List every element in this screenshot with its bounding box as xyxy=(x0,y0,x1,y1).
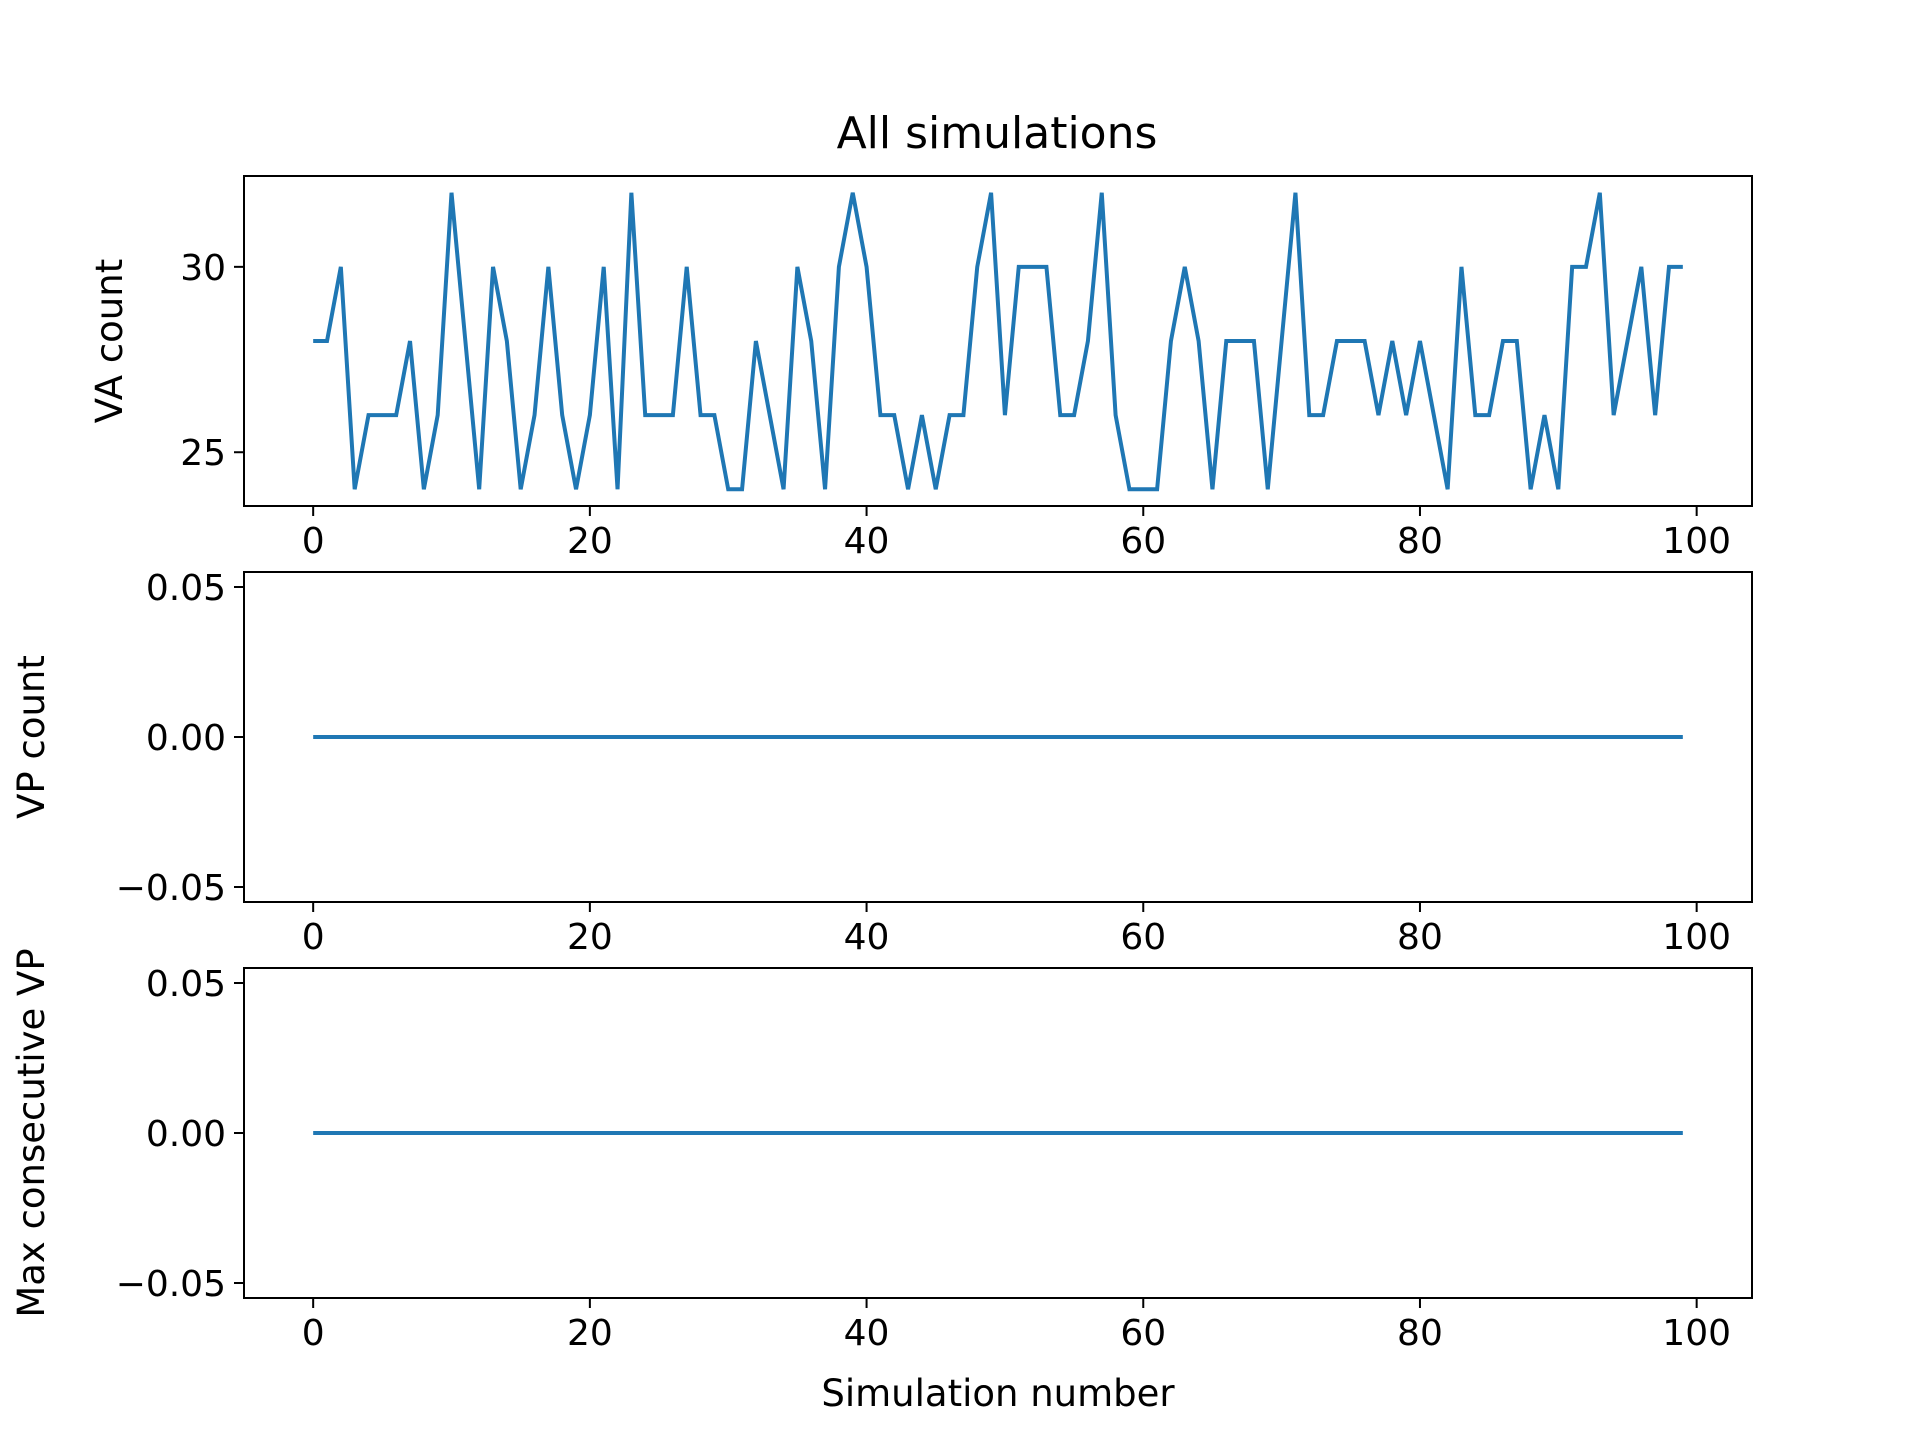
x-tick-label-3-4: 80 xyxy=(1397,1313,1443,1354)
subplot-3: 0 20 40 60 80 100 0.05 0.00 −0.05 Max consecutive… xyxy=(10,948,1753,1415)
subplot-1: 0 20 40 60 80 100 25 30 VA count xyxy=(88,175,1753,562)
x-tick-label-3-5: 100 xyxy=(1662,1313,1731,1354)
subplot-2: 0 20 40 60 80 100 0.05 0.00 −0.05 VP count xyxy=(10,568,1753,958)
subplots: 0 20 40 60 80 100 25 30 VA count 0 20 40 60 80 100 0.05… xyxy=(10,175,1753,1415)
y-axis-label-1: VA count xyxy=(88,259,131,423)
x-tick-label-1-0: 0 xyxy=(302,521,325,562)
x-tick-label-3-3: 60 xyxy=(1120,1313,1166,1354)
x-tick-label-3-0: 0 xyxy=(302,1313,325,1354)
x-tick-label-1-5: 100 xyxy=(1662,521,1731,562)
x-tick-label-1-1: 20 xyxy=(567,521,613,562)
x-tick-label-2-1: 20 xyxy=(567,917,613,958)
y-tick-label-3-1: 0.00 xyxy=(146,1114,226,1155)
y-axis-label-3: Max consecutive VP xyxy=(10,948,53,1317)
y-tick-label-2-0: 0.05 xyxy=(146,568,226,609)
x-tick-label-2-4: 80 xyxy=(1397,917,1443,958)
x-tick-label-2-5: 100 xyxy=(1662,917,1731,958)
y-tick-label-2-2: −0.05 xyxy=(116,868,226,909)
y-tick-label-3-2: −0.05 xyxy=(116,1264,226,1305)
x-tick-label-2-2: 40 xyxy=(844,917,890,958)
axes-frame-1 xyxy=(243,175,1753,507)
y-tick-label-3-0: 0.05 xyxy=(146,964,226,1005)
y-tick-label-2-1: 0.00 xyxy=(146,718,226,759)
series-line-1-1 xyxy=(313,192,1683,492)
y-axis-label-2: VP count xyxy=(10,655,53,819)
x-tick-label-1-2: 40 xyxy=(844,521,890,562)
y-tick-label-1-1: 30 xyxy=(180,248,226,289)
x-tick-label-2-0: 0 xyxy=(302,917,325,958)
x-tick-label-1-4: 80 xyxy=(1397,521,1443,562)
x-tick-label-1-3: 60 xyxy=(1120,521,1166,562)
x-tick-label-3-1: 20 xyxy=(567,1313,613,1354)
x-tick-label-3-2: 40 xyxy=(844,1313,890,1354)
x-axis-label-3: Simulation number xyxy=(821,1372,1175,1415)
y-tick-label-1-0: 25 xyxy=(180,433,226,474)
chart-title: All simulations xyxy=(837,108,1158,159)
x-tick-label-2-3: 60 xyxy=(1120,917,1166,958)
